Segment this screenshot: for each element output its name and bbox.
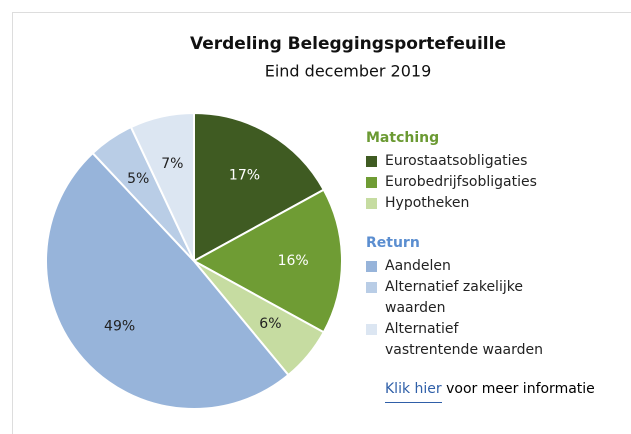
legend-item: Alternatief zakelijke waarden (366, 277, 606, 319)
legend-label: Aandelen (385, 258, 451, 274)
legend-group-title: Return (366, 235, 420, 251)
legend: Matching Eurostaatsobligaties Eurobedrijfs… (366, 128, 606, 380)
legend-swatch (366, 282, 377, 293)
data-label: 7% (161, 156, 183, 172)
legend-label: Alternatief vastrentende waarden (385, 321, 543, 358)
legend-group: Return Aandelen Alternatief zakelijke waar… (366, 233, 606, 361)
legend-item: Hypotheken (366, 193, 606, 214)
card (12, 12, 631, 434)
legend-label: Alternatief zakelijke waarden (385, 279, 523, 316)
legend-swatch (366, 261, 377, 272)
legend-label: Eurostaatsobligaties (385, 153, 528, 169)
legend-item: Aandelen (366, 256, 606, 277)
pie-slice (191, 188, 343, 334)
link[interactable]: Klik hier (385, 381, 442, 403)
chart-title: Verdeling Beleggingsportefeuille (190, 34, 506, 54)
legend-group-title: Matching (366, 130, 440, 146)
legend-swatch (366, 177, 377, 188)
legend-group: Matching Eurostaatsobligaties Eurobedrijfs… (366, 128, 606, 214)
link-line: Klik hier voor meer informatie (385, 381, 595, 403)
data-label: 17% (229, 168, 260, 184)
legend-label: Eurobedrijfsobligaties (385, 174, 537, 190)
data-label: 5% (127, 171, 149, 187)
pie-slice (193, 111, 326, 263)
legend-item: Alternatief vastrentende waarden (366, 319, 606, 361)
data-label: 6% (259, 316, 281, 332)
legend-item: Eurobedrijfsobligaties (366, 172, 606, 193)
link-rest: voor meer informatie (446, 381, 595, 397)
data-label: 49% (104, 319, 135, 335)
pie-slice (129, 111, 195, 262)
legend-swatch (366, 156, 377, 167)
chart-subtitle: Eind december 2019 (265, 62, 432, 81)
legend-swatch (366, 198, 377, 209)
data-label: 16% (278, 253, 309, 269)
legend-item: Eurostaatsobligaties (366, 151, 606, 172)
legend-label: Hypotheken (385, 195, 470, 211)
pie-slice (45, 151, 290, 410)
legend-swatch (366, 324, 377, 335)
